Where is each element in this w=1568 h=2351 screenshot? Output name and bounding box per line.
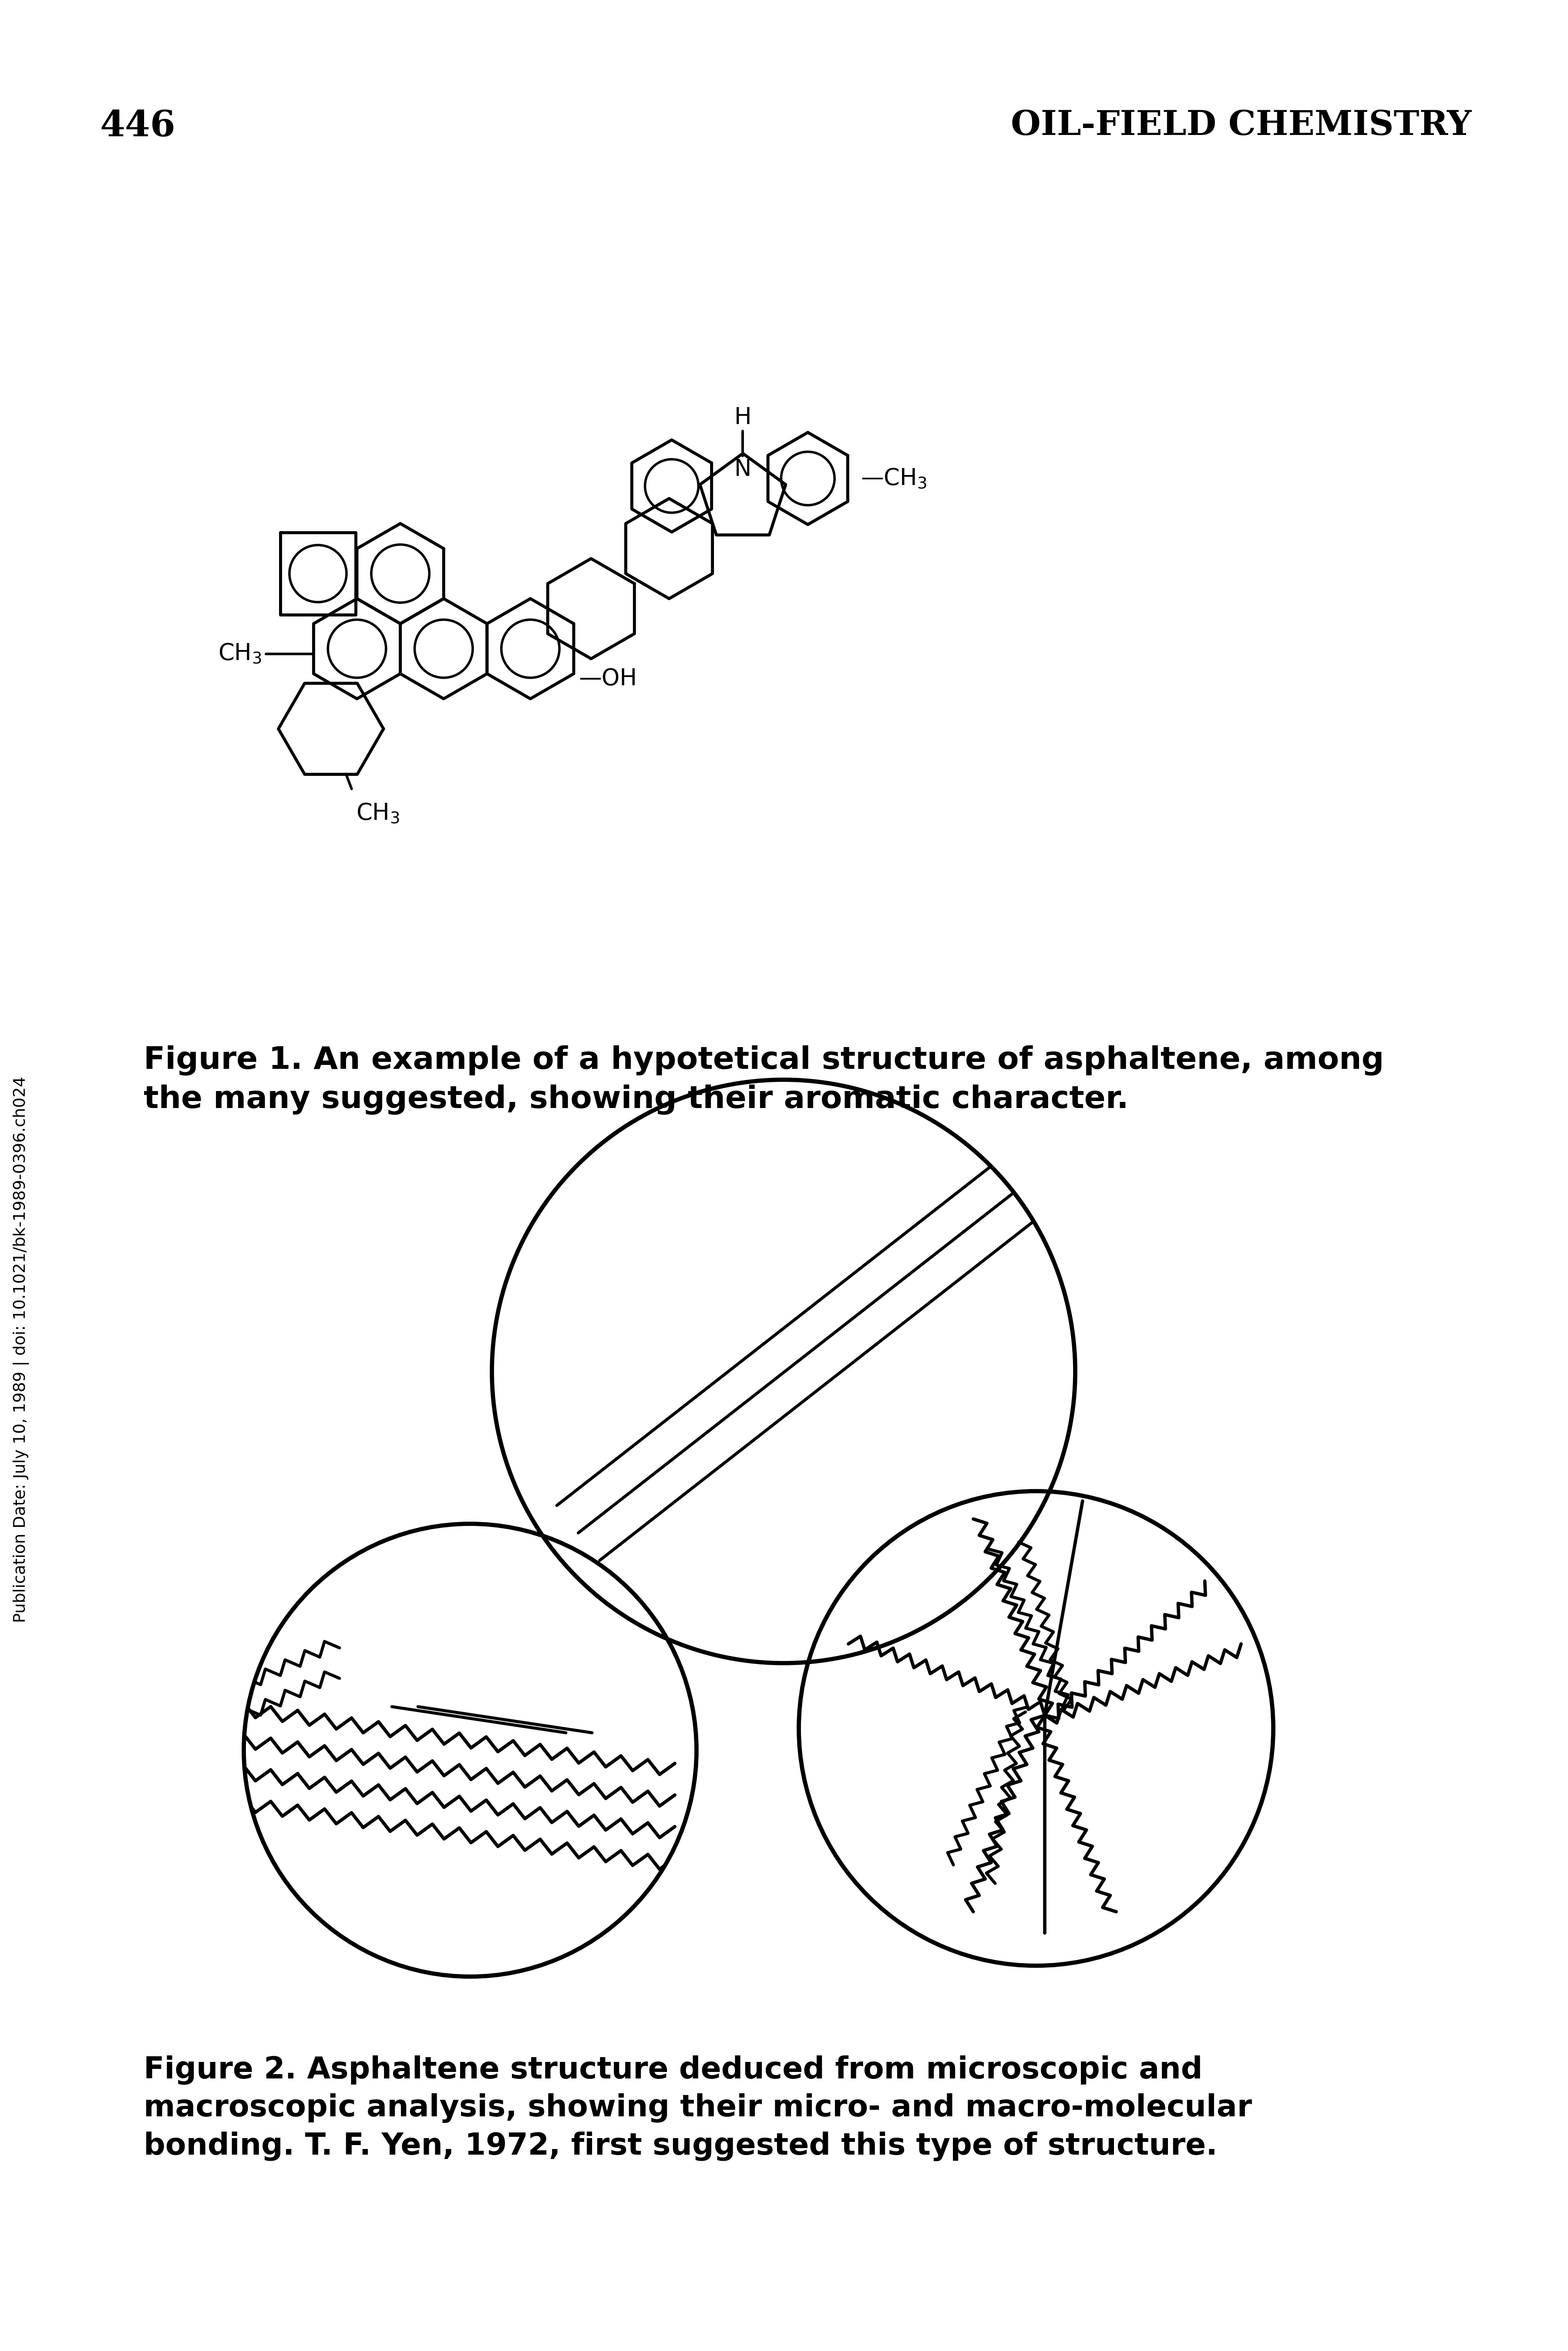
Circle shape	[243, 1523, 696, 1977]
Text: —OH: —OH	[579, 668, 637, 691]
Text: —CH$_3$: —CH$_3$	[861, 468, 927, 489]
Text: Publication Date: July 10, 1989 | doi: 10.1021/bk-1989-0396.ch024: Publication Date: July 10, 1989 | doi: 1…	[13, 1077, 30, 1622]
Circle shape	[798, 1491, 1273, 1965]
Text: CH$_3$: CH$_3$	[356, 802, 400, 825]
Text: bonding. T. F. Yen, 1972, first suggested this type of structure.: bonding. T. F. Yen, 1972, first suggeste…	[144, 2132, 1217, 2161]
Text: OIL-FIELD CHEMISTRY: OIL-FIELD CHEMISTRY	[1011, 108, 1471, 141]
Circle shape	[492, 1079, 1076, 1662]
Text: H: H	[734, 407, 751, 428]
Text: N: N	[734, 458, 751, 480]
Text: macroscopic analysis, showing their micro- and macro-molecular: macroscopic analysis, showing their micr…	[144, 2092, 1251, 2123]
Text: Figure 2. Asphaltene structure deduced from microscopic and: Figure 2. Asphaltene structure deduced f…	[144, 2055, 1203, 2085]
Text: the many suggested, showing their aromatic character.: the many suggested, showing their aromat…	[144, 1084, 1129, 1114]
Text: CH$_3$: CH$_3$	[218, 642, 262, 665]
Text: 446: 446	[100, 108, 176, 143]
Text: Figure 1. An example of a hypotetical structure of asphaltene, among: Figure 1. An example of a hypotetical st…	[144, 1044, 1385, 1074]
